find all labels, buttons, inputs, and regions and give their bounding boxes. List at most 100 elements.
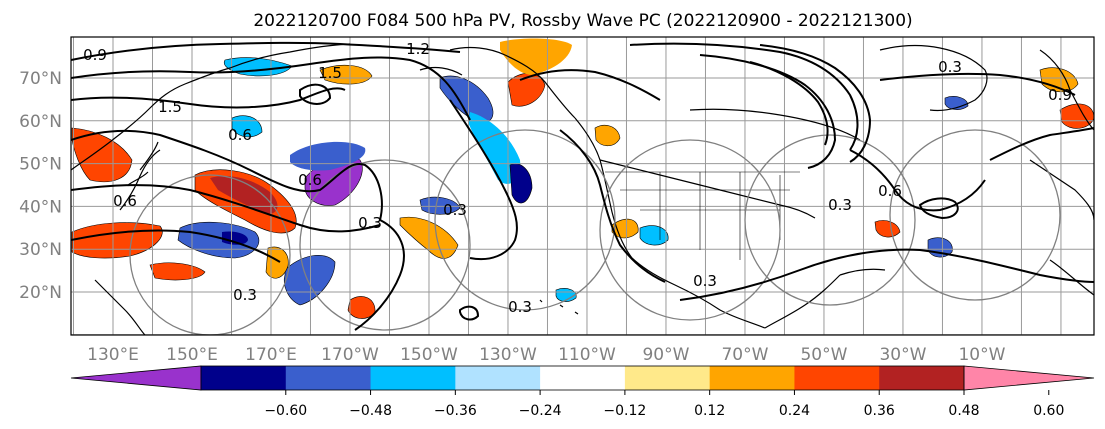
colorbar-tick-label: −0.24 — [519, 403, 562, 419]
lat-tick-label: 40°N — [19, 197, 62, 217]
lon-tick-label: 130°W — [479, 345, 537, 365]
contour-label: 0.6 — [878, 182, 902, 200]
wave-circle-1 — [129, 174, 291, 335]
map-title: 2022120700 F084 500 hPa PV, Rossby Wave … — [253, 11, 912, 31]
colorbar-extend-low — [70, 365, 202, 391]
shade-europe-red — [1059, 103, 1094, 129]
colorbar-tick-label: −0.36 — [434, 403, 477, 419]
colorbar-tick-label: 0.60 — [1033, 403, 1064, 419]
shade-pacific-red-south — [347, 296, 376, 319]
colorbar-tick-label: 0.12 — [694, 403, 725, 419]
contour-5 — [71, 184, 381, 233]
lon-tick-label: 110°W — [558, 345, 616, 365]
shade-siberia-orange — [319, 64, 373, 85]
coast-asia — [71, 43, 351, 335]
colorbar-segment — [624, 366, 711, 390]
shade-west-pacific-navy — [222, 231, 248, 245]
contour-label: 1.5 — [318, 64, 342, 82]
coast-europe — [1029, 49, 1094, 296]
lon-tick-label: 130°E — [87, 345, 139, 365]
wave-circle-4 — [599, 139, 781, 321]
shade-atlantic-red — [874, 220, 901, 238]
contour-8 — [449, 99, 518, 260]
lat-tick-label: 20°N — [19, 283, 62, 303]
colorbar-tick-label: −0.60 — [264, 403, 307, 419]
contour-4 — [71, 129, 383, 221]
shade-subtropics-red — [149, 262, 206, 281]
coast-greenland — [879, 44, 988, 112]
wave-circle-3 — [434, 129, 616, 311]
shade-subtropics-orange — [265, 246, 289, 279]
contour-21 — [299, 83, 332, 105]
shade-us-cyan — [639, 225, 669, 246]
contour-1 — [71, 41, 461, 61]
contour-label: 0.6 — [113, 192, 137, 210]
contour-label: 0.3 — [693, 272, 717, 290]
lat-tick-label: 50°N — [19, 155, 62, 175]
colorbar-segment — [201, 366, 287, 390]
colorbar-segment — [709, 366, 795, 390]
shade-subtropics-blue — [283, 255, 336, 306]
colorbar-segment — [540, 366, 626, 390]
contour-label: 0.3 — [233, 286, 257, 304]
rossby-wave-circles — [129, 129, 1061, 335]
contour-label: 0.3 — [358, 214, 382, 232]
coast-us-states — [605, 171, 800, 260]
contour-label: 0.3 — [828, 196, 852, 214]
lon-tick-label: 10°W — [958, 345, 1005, 365]
coastlines — [71, 43, 1094, 335]
contour-10 — [559, 129, 666, 283]
colorbar-segment — [879, 366, 965, 390]
lon-tick-label: 30°W — [879, 345, 926, 365]
colorbar-segment — [455, 366, 541, 390]
contour-9 — [519, 69, 661, 101]
contour-20 — [459, 305, 480, 321]
colorbar-segment — [794, 366, 880, 390]
latitude-labels: 70°N 60°N 50°N 40°N 30°N 20°N — [19, 69, 62, 303]
lon-tick-label: 170°W — [321, 345, 379, 365]
lon-tick-label: 90°W — [642, 345, 689, 365]
colorbar-segment — [285, 366, 372, 390]
contour-6 — [71, 229, 281, 263]
longitude-labels: 130°E 150°E 170°E 170°W 150°W 130°W 110°W 90°W 7… — [87, 345, 1005, 365]
map-frame — [70, 36, 1095, 336]
contour-13 — [749, 61, 829, 146]
contour-labels: 1.2 0.9 1.5 0.6 0.3 0.3 0.3 0.3 0.6 0.9 0.3 1.5 0.6 0… — [83, 40, 1072, 316]
contour-label: 0.9 — [83, 46, 107, 64]
colorbar-tick-label: 0.36 — [864, 403, 895, 419]
contour-16 — [879, 72, 1076, 96]
shade-gulf-alaska-navy — [509, 163, 533, 204]
contour-19 — [918, 197, 959, 220]
contour-12 — [699, 54, 837, 169]
contour-17 — [679, 248, 1094, 301]
lat-tick-label: 60°N — [19, 112, 62, 132]
lon-tick-label: 50°W — [800, 345, 847, 365]
shade-canada-orange — [594, 125, 621, 147]
coast-hawaii — [539, 299, 579, 315]
colorbar-frame — [200, 365, 965, 391]
contour-3 — [71, 87, 346, 109]
contour-11 — [629, 42, 859, 151]
map-panel: 1.2 0.9 1.5 0.6 0.3 0.3 0.3 0.3 0.6 0.9 0.3 1.5 0.6 0… — [70, 36, 1095, 336]
coast-central-america — [764, 268, 886, 329]
contour-2 — [71, 56, 471, 121]
shade-west-pacific-darkred — [210, 175, 278, 214]
contour-14 — [759, 44, 872, 163]
wave-circle-2 — [299, 159, 471, 331]
colorbar-tick-label: −0.12 — [603, 403, 646, 419]
contour-label: 0.3 — [443, 201, 467, 219]
shade-japan-red — [71, 127, 133, 183]
contour-label: 0.9 — [1048, 86, 1072, 104]
wave-circle-5 — [744, 134, 916, 306]
lon-tick-label: 70°W — [721, 345, 768, 365]
contour-label: 0.3 — [508, 298, 532, 316]
lat-tick-label: 30°N — [19, 240, 62, 260]
colorbar-tick-label: 0.48 — [948, 403, 979, 419]
shade-northeast-pacific-cyan — [468, 112, 521, 184]
colorbar-tick-label: −0.48 — [349, 403, 392, 419]
contour-label: 0.3 — [938, 58, 962, 76]
colorbar-extend-high — [963, 365, 1095, 391]
contour-15 — [849, 149, 986, 212]
colorbar: −0.60 −0.48 −0.36 −0.24 −0.12 0.12 0.24 0.36 0.4… — [70, 365, 1095, 419]
